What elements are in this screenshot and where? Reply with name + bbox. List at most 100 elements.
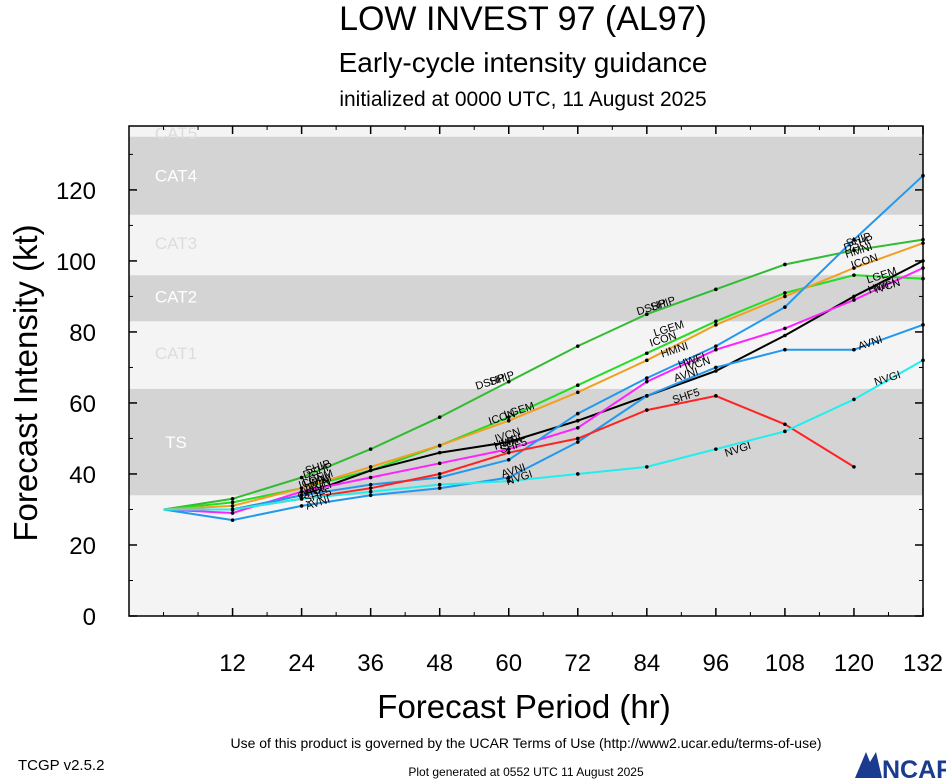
generated-time: Plot generated at 0552 UTC 11 August 202… [408, 765, 644, 779]
x-tick-label: 96 [703, 650, 730, 677]
data-point-hwfi [437, 461, 442, 466]
data-point-icon [299, 486, 304, 490]
series-lines [163, 173, 925, 522]
y-tick-label: 80 [69, 320, 96, 347]
data-point-icon [852, 266, 856, 270]
data-point-dshp [783, 262, 787, 267]
intensity-category-bands: TS CAT1 CAT2 CAT3 CAT4 CAT5 [129, 124, 923, 616]
data-point-hwfi [645, 379, 649, 384]
init-time: initialized at 0000 UTC, 11 August 2025 [339, 88, 706, 111]
data-point-shf5 [783, 422, 787, 427]
x-tick-label: 12 [219, 650, 246, 677]
data-point-ivcn [575, 418, 580, 423]
band-cat4 [129, 136, 923, 215]
data-point-nvgi [299, 497, 304, 501]
data-point-icon [575, 390, 580, 395]
data-point-hmni [506, 457, 511, 462]
series-line-icon [163, 242, 924, 511]
data-point-dshp [575, 344, 580, 348]
data-point-hwfi [783, 326, 787, 331]
plot-frame [128, 125, 924, 617]
data-point-dshp [368, 447, 373, 451]
x-axis-label: Forecast Period (hr) [377, 688, 670, 725]
data-point-hwfi [714, 347, 718, 352]
ncar-logo: NCAR [855, 752, 946, 780]
series-line-avni [163, 323, 924, 522]
data-point-hmni [299, 493, 304, 498]
band-label-cat3: CAT3 [155, 234, 197, 253]
y-tick-label: 100 [56, 249, 96, 276]
y-axis-label: Forecast Intensity (kt) [7, 224, 44, 541]
data-point-lgem [230, 500, 235, 505]
data-point-nvgi [230, 507, 235, 512]
band-cat2 [129, 275, 923, 322]
data-point-hmni [783, 305, 787, 309]
data-point-hmni [575, 411, 580, 416]
x-tick-label: 120 [834, 650, 874, 677]
data-point-ivcn [437, 450, 442, 455]
band-label-cat2: CAT2 [155, 287, 197, 306]
data-point-ivcn [368, 468, 373, 473]
data-point-avni [852, 347, 856, 352]
x-tick-label: 132 [903, 650, 943, 677]
data-point-ivcn [783, 333, 787, 338]
data-point-dshp [714, 287, 718, 292]
data-point-avni [645, 394, 649, 398]
chart-title: LOW INVEST 97 (AL97) [339, 0, 707, 38]
data-point-shf5 [852, 465, 856, 469]
data-point-hwfi [506, 447, 511, 451]
data-point-icon [645, 358, 649, 363]
data-point-nvgi [852, 397, 856, 402]
series-line-hmni [163, 174, 924, 511]
data-point-nvgi [575, 472, 580, 476]
x-tick-label: 60 [495, 650, 522, 677]
data-point-shf5 [645, 408, 649, 412]
data-point-icon [368, 465, 373, 469]
x-tick-label: 84 [633, 650, 660, 677]
chart-subtitle: Early-cycle intensity guidance [339, 47, 708, 78]
data-point-ivcn [852, 294, 856, 299]
data-point-dshp [230, 497, 235, 501]
data-point-avni [506, 475, 511, 480]
band-label-cat5: CAT5 [155, 124, 197, 143]
x-tick-label: 48 [426, 650, 453, 677]
data-point-hmni [852, 237, 856, 242]
x-tick-label: 108 [765, 650, 805, 677]
data-point-ivcn [506, 440, 511, 444]
data-point-hmni [645, 376, 649, 380]
data-point-ivcn [714, 369, 718, 373]
data-point-nvgi [437, 482, 442, 487]
y-tick-label: 0 [83, 604, 96, 631]
data-point-icon [714, 323, 718, 327]
series-line-dshp [163, 238, 924, 511]
y-tick-label: 60 [69, 391, 96, 418]
data-point-hwfi [230, 511, 235, 515]
band-label-cat4: CAT4 [155, 167, 197, 186]
data-point-shf5 [714, 394, 718, 398]
terms-of-use: Use of this product is governed by the U… [230, 735, 821, 751]
data-point-icon [506, 418, 511, 423]
data-point-avni [714, 365, 718, 370]
data-point-avni [230, 518, 235, 522]
tick-labels: 12 24 36 48 60 72 84 96 108 120 132 0 20 40 60 80 100 120 [56, 178, 943, 677]
data-point-dshp [645, 312, 649, 316]
data-point-shf5 [575, 436, 580, 441]
data-point-shf5 [368, 486, 373, 490]
data-point-dshp [299, 475, 304, 480]
data-point-avni [575, 440, 580, 444]
data-point-nvgi [714, 447, 718, 451]
data-point-shf5 [437, 472, 442, 476]
y-tick-label: 120 [56, 178, 96, 205]
data-point-lgem [645, 351, 649, 356]
data-point-avni [299, 504, 304, 508]
data-point-dshp [506, 379, 511, 384]
data-point-hwfi [368, 475, 373, 480]
x-tick-label: 24 [288, 650, 315, 677]
x-tick-label: 72 [564, 650, 591, 677]
band-label-cat1: CAT1 [155, 344, 197, 363]
axis-ticks [129, 126, 924, 617]
y-tick-label: 20 [69, 533, 96, 560]
band-ts [129, 388, 923, 496]
data-point-nvgi [645, 465, 649, 469]
data-point-avni [437, 486, 442, 490]
